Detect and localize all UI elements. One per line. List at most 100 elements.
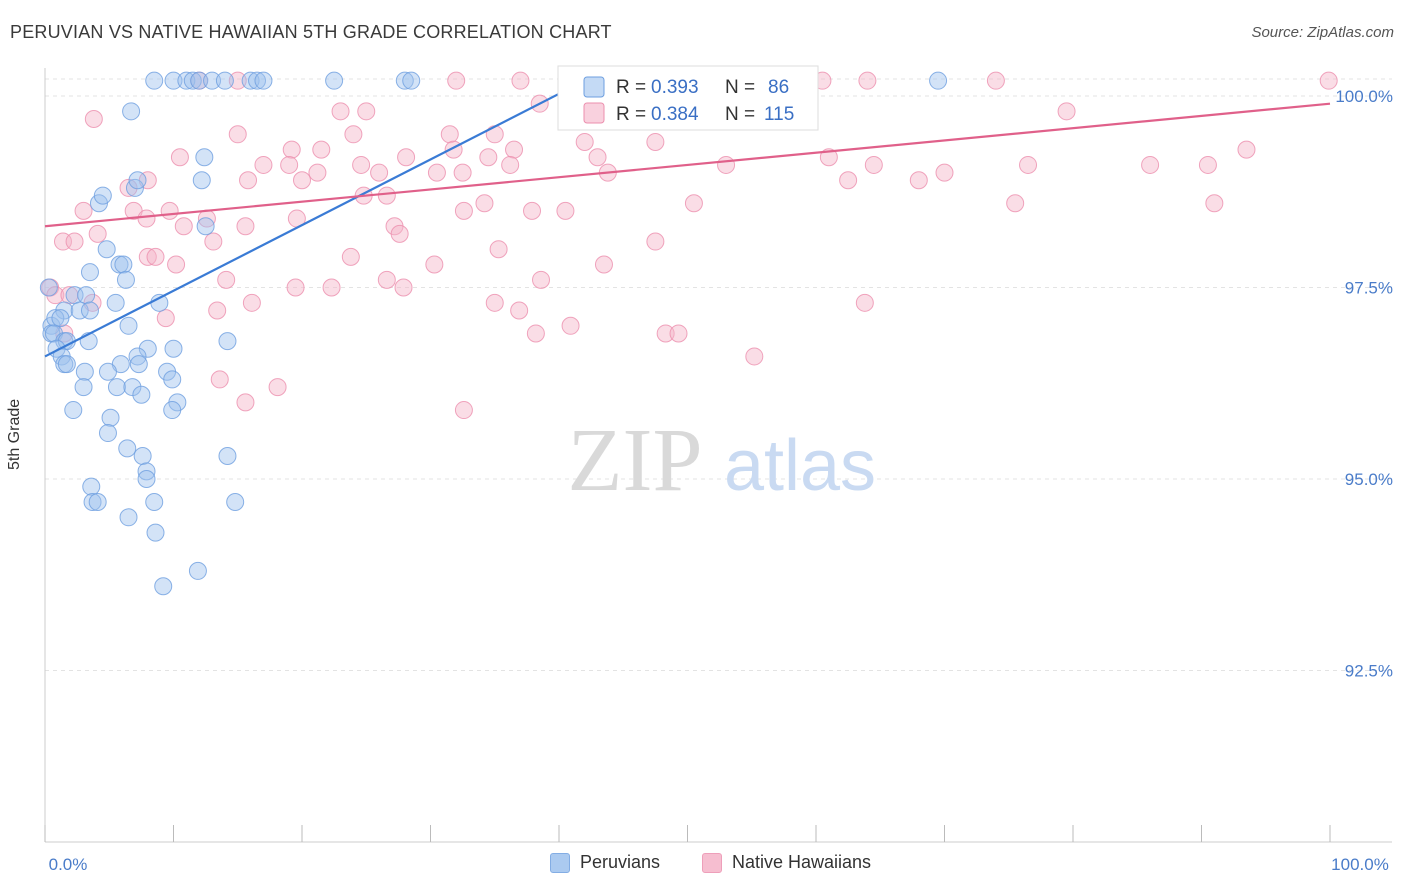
point-native-hawaiians-50[interactable] [935, 163, 954, 182]
point-peruvians-28[interactable] [77, 286, 96, 305]
point-peruvians-79[interactable] [188, 561, 207, 580]
point-native-hawaiians-1[interactable] [228, 71, 247, 90]
point-peruvians-75[interactable] [88, 492, 107, 511]
point-peruvians-67[interactable] [118, 439, 137, 458]
point-peruvians-70[interactable] [137, 462, 156, 481]
point-native-hawaiians-61[interactable] [1006, 194, 1025, 213]
point-peruvians-76[interactable] [226, 492, 245, 511]
point-peruvians-69[interactable] [218, 447, 237, 466]
point-native-hawaiians-84[interactable] [489, 240, 508, 259]
point-native-hawaiians-51[interactable] [909, 171, 928, 190]
point-native-hawaiians-44[interactable] [453, 163, 472, 182]
point-peruvians-24[interactable] [114, 255, 133, 274]
point-peruvians-66[interactable] [98, 424, 117, 443]
point-native-hawaiians-36[interactable] [254, 155, 273, 174]
point-native-hawaiians-96[interactable] [208, 301, 227, 320]
point-peruvians-65[interactable] [101, 408, 120, 427]
point-peruvians-34[interactable] [39, 278, 58, 297]
point-native-hawaiians-83[interactable] [341, 247, 360, 266]
point-native-hawaiians-95[interactable] [156, 309, 175, 328]
point-native-hawaiians-105[interactable] [669, 324, 688, 343]
point-native-hawaiians-86[interactable] [425, 255, 444, 274]
point-peruvians-74[interactable] [83, 492, 102, 511]
point-native-hawaiians-3[interactable] [511, 71, 530, 90]
point-native-hawaiians-58[interactable] [377, 186, 396, 205]
point-peruvians-5[interactable] [203, 71, 222, 90]
point-native-hawaiians-88[interactable] [217, 270, 236, 289]
point-native-hawaiians-66[interactable] [74, 201, 93, 220]
point-native-hawaiians-68[interactable] [160, 201, 179, 220]
point-peruvians-9[interactable] [254, 71, 273, 90]
point-native-hawaiians-98[interactable] [286, 278, 305, 297]
point-peruvians-48[interactable] [218, 332, 237, 351]
point-peruvians-46[interactable] [138, 339, 157, 358]
point-peruvians-68[interactable] [133, 447, 152, 466]
point-native-hawaiians-2[interactable] [447, 71, 466, 90]
point-native-hawaiians-42[interactable] [501, 155, 520, 174]
point-native-hawaiians-48[interactable] [1141, 155, 1160, 174]
point-native-hawaiians-77[interactable] [204, 232, 223, 251]
point-native-hawaiians-20[interactable] [575, 132, 594, 151]
point-peruvians-77[interactable] [119, 508, 138, 527]
point-native-hawaiians-104[interactable] [656, 324, 675, 343]
point-peruvians-63[interactable] [64, 401, 83, 420]
point-peruvians-14[interactable] [122, 102, 141, 121]
point-native-hawaiians-37[interactable] [280, 155, 299, 174]
point-native-hawaiians-74[interactable] [174, 217, 193, 236]
point-native-hawaiians-56[interactable] [119, 178, 138, 197]
point-native-hawaiians-31[interactable] [170, 148, 189, 167]
point-native-hawaiians-18[interactable] [1057, 102, 1076, 121]
point-native-hawaiians-24[interactable] [344, 125, 363, 144]
point-native-hawaiians-46[interactable] [864, 155, 883, 174]
point-native-hawaiians-39[interactable] [427, 163, 446, 182]
point-native-hawaiians-106[interactable] [745, 347, 764, 366]
point-peruvians-30[interactable] [106, 293, 125, 312]
point-native-hawaiians-25[interactable] [228, 125, 247, 144]
point-native-hawaiians-35[interactable] [819, 148, 838, 167]
point-peruvians-12[interactable] [402, 71, 421, 90]
point-native-hawaiians-22[interactable] [440, 125, 459, 144]
point-native-hawaiians-92[interactable] [46, 286, 65, 305]
point-peruvians-47[interactable] [164, 339, 183, 358]
point-native-hawaiians-17[interactable] [357, 102, 376, 121]
point-peruvians-36[interactable] [46, 309, 65, 328]
point-peruvians-6[interactable] [215, 71, 234, 90]
point-native-hawaiians-80[interactable] [65, 232, 84, 251]
point-native-hawaiians-45[interactable] [717, 155, 736, 174]
point-peruvians-64[interactable] [163, 401, 182, 420]
point-native-hawaiians-78[interactable] [646, 232, 665, 251]
point-native-hawaiians-60[interactable] [684, 194, 703, 213]
point-peruvians-59[interactable] [107, 378, 126, 397]
point-peruvians-0[interactable] [145, 71, 164, 90]
legend-item-native-hawaiians[interactable]: Native Hawaiians [702, 852, 871, 873]
point-peruvians-23[interactable] [110, 255, 129, 274]
point-peruvians-25[interactable] [80, 263, 99, 282]
point-native-hawaiians-13[interactable] [1319, 71, 1338, 90]
point-native-hawaiians-62[interactable] [1205, 194, 1224, 213]
point-native-hawaiians-34[interactable] [588, 148, 607, 167]
point-peruvians-57[interactable] [163, 370, 182, 389]
point-peruvians-32[interactable] [70, 301, 89, 320]
point-peruvians-3[interactable] [183, 71, 202, 90]
point-native-hawaiians-111[interactable] [454, 401, 473, 420]
point-native-hawaiians-70[interactable] [137, 209, 156, 228]
point-native-hawaiians-16[interactable] [331, 102, 350, 121]
point-native-hawaiians-110[interactable] [268, 378, 287, 397]
point-peruvians-10[interactable] [325, 71, 344, 90]
point-peruvians-7[interactable] [241, 71, 260, 90]
point-peruvians-11[interactable] [395, 71, 414, 90]
point-native-hawaiians-23[interactable] [485, 125, 504, 144]
point-native-hawaiians-47[interactable] [1019, 155, 1038, 174]
point-peruvians-16[interactable] [192, 171, 211, 190]
point-native-hawaiians-76[interactable] [390, 224, 409, 243]
point-native-hawaiians-64[interactable] [556, 201, 575, 220]
point-native-hawaiians-54[interactable] [239, 171, 258, 190]
point-native-hawaiians-72[interactable] [236, 217, 255, 236]
point-peruvians-78[interactable] [146, 523, 165, 542]
point-peruvians-45[interactable] [119, 316, 138, 335]
point-native-hawaiians-52[interactable] [839, 171, 858, 190]
point-native-hawaiians-63[interactable] [454, 201, 473, 220]
point-native-hawaiians-75[interactable] [88, 224, 107, 243]
point-native-hawaiians-32[interactable] [397, 148, 416, 167]
point-peruvians-51[interactable] [57, 355, 76, 374]
